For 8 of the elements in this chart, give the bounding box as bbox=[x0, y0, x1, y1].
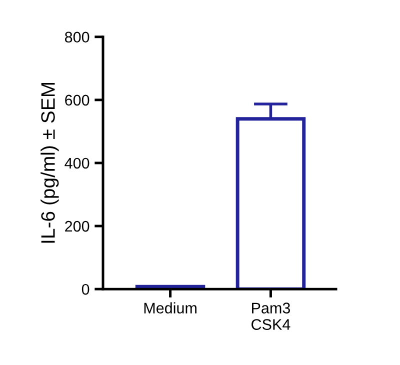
y-axis-title: IL-6 (pg/ml) ± SEM bbox=[40, 83, 59, 243]
x-tick-label: Pam3 CSK4 bbox=[252, 302, 290, 330]
y-tick-label: 200 bbox=[65, 220, 90, 232]
y-tick-label: 600 bbox=[65, 94, 90, 106]
x-tick-label: Medium bbox=[144, 302, 196, 314]
y-tick-label: 0 bbox=[82, 284, 90, 295]
y-tick-label: 800 bbox=[64, 32, 90, 43]
y-tick-label: 400 bbox=[64, 158, 90, 169]
